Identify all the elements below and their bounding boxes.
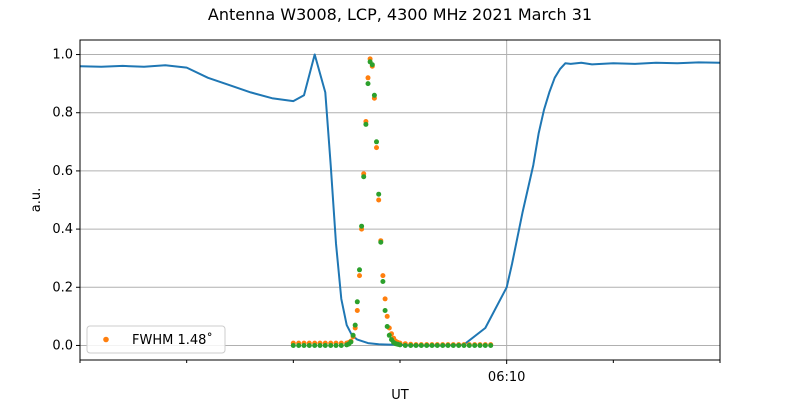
data-point xyxy=(322,343,328,348)
y-axis-label: a.u. xyxy=(29,188,44,212)
x-tick-label: 06:10 xyxy=(488,370,525,385)
legend-marker xyxy=(103,336,109,343)
data-point xyxy=(363,121,369,127)
data-point xyxy=(328,343,334,348)
y-tick-label: 0.0 xyxy=(52,338,73,353)
data-point xyxy=(365,81,371,87)
data-point xyxy=(357,267,362,273)
legend: FWHM 1.48˚ xyxy=(86,325,226,354)
data-point xyxy=(317,343,323,348)
data-point xyxy=(477,343,483,348)
data-point xyxy=(397,342,403,348)
data-point xyxy=(450,343,456,348)
data-point xyxy=(472,343,478,348)
data-point xyxy=(296,343,302,348)
axes: 0.0 0.2 0.4 0.6 0.8 1.0 06:10 xyxy=(52,48,721,385)
data-point xyxy=(371,92,377,98)
data-point xyxy=(466,343,472,348)
chart-title: Antenna W3008, LCP, 4300 MHz 2021 March … xyxy=(208,5,592,24)
data-point xyxy=(361,174,367,180)
data-point xyxy=(301,343,307,348)
data-point xyxy=(386,332,392,338)
plot-frame xyxy=(79,39,721,361)
data-point xyxy=(461,343,467,348)
data-point xyxy=(352,322,358,328)
data-point xyxy=(354,299,360,305)
data-point xyxy=(382,308,388,313)
fit-point xyxy=(382,296,388,302)
data-point xyxy=(376,191,382,197)
data-point xyxy=(488,343,494,348)
data-point xyxy=(402,343,408,348)
legend-box xyxy=(86,325,226,354)
data-point xyxy=(378,239,384,245)
data-point xyxy=(413,343,419,348)
fit-point xyxy=(376,197,382,203)
y-tick-label: 0.8 xyxy=(52,106,73,121)
data-point xyxy=(333,343,339,348)
data-point xyxy=(312,343,318,348)
data-point xyxy=(408,343,414,348)
data-point xyxy=(424,343,430,348)
data-point xyxy=(290,343,296,348)
y-tick-label: 0.4 xyxy=(52,222,73,237)
data-point xyxy=(306,343,312,348)
data-point xyxy=(380,279,386,284)
y-tick-label: 0.6 xyxy=(52,164,73,179)
fit-point xyxy=(357,273,362,279)
fit-point xyxy=(354,308,360,313)
data-point xyxy=(418,343,424,348)
data-point xyxy=(456,343,462,348)
fit-point xyxy=(380,273,386,279)
grid xyxy=(80,40,720,360)
data-point xyxy=(374,139,379,145)
y-tick-label: 1.0 xyxy=(52,48,73,63)
data-point xyxy=(482,343,488,348)
data-point xyxy=(348,339,354,345)
y-tick-label: 0.2 xyxy=(52,280,73,295)
x-axis-label: UT xyxy=(391,388,409,400)
data-point xyxy=(369,62,375,68)
data-point xyxy=(434,343,440,348)
fit-point xyxy=(374,145,379,151)
data-point xyxy=(445,343,451,348)
fit-point xyxy=(384,313,390,319)
data-point xyxy=(359,223,365,229)
fit-point xyxy=(365,75,371,81)
series-line xyxy=(79,53,721,347)
data-point xyxy=(440,343,446,348)
legend-label: FWHM 1.48˚ xyxy=(132,332,213,348)
data-point xyxy=(384,324,390,329)
data-point xyxy=(338,343,344,348)
data-point xyxy=(350,332,356,338)
data-point xyxy=(429,343,435,348)
plot-series xyxy=(79,53,721,348)
